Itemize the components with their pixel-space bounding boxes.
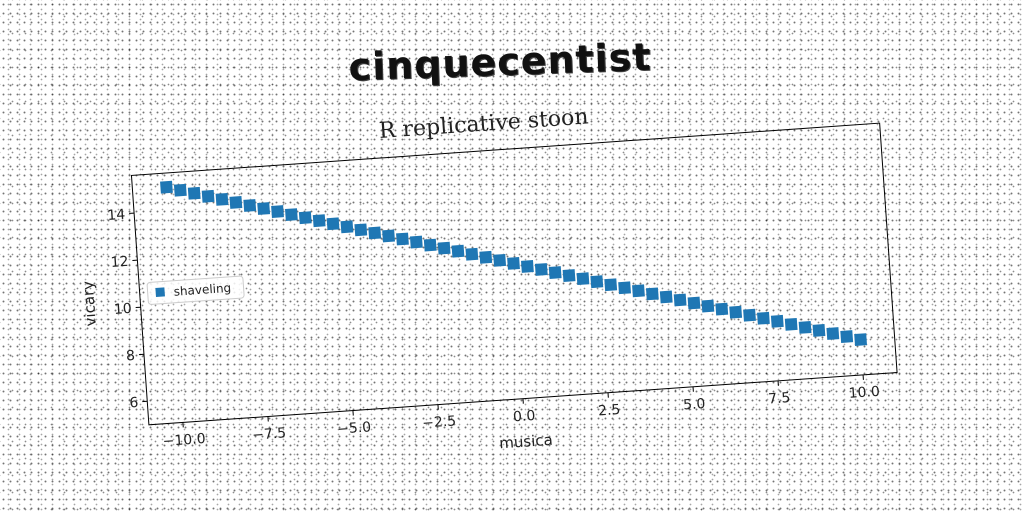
data-point	[410, 236, 423, 249]
data-point	[632, 284, 645, 297]
data-point	[729, 306, 742, 319]
data-point	[299, 211, 312, 224]
data-point	[535, 263, 548, 276]
data-point	[341, 220, 354, 233]
x-tick-label: 0.0	[513, 408, 536, 426]
data-point	[799, 321, 812, 334]
data-point	[493, 254, 506, 267]
data-point	[840, 330, 853, 343]
y-tick-label: 8	[126, 348, 136, 365]
legend-swatch	[155, 287, 165, 297]
data-point	[521, 260, 534, 273]
data-point	[826, 327, 839, 340]
data-point	[660, 291, 673, 304]
data-point	[188, 187, 201, 200]
chart-title: R replicative stoon	[378, 104, 589, 144]
data-point	[785, 318, 798, 331]
y-axis: 6 8 10 12 14	[107, 206, 148, 412]
y-tick-label: 14	[107, 207, 126, 224]
data-point	[452, 245, 465, 258]
data-point	[604, 278, 617, 291]
x-tick-label: 10.0	[848, 384, 880, 402]
data-point	[465, 248, 478, 261]
data-point	[202, 190, 215, 203]
data-point	[424, 239, 437, 252]
y-tick-label: 10	[113, 301, 132, 318]
data-point	[382, 230, 395, 243]
data-point	[243, 199, 256, 212]
data-point	[396, 233, 409, 246]
data-point	[174, 184, 187, 197]
data-point	[160, 181, 173, 194]
data-point	[688, 297, 701, 310]
x-tick-label: −5.0	[337, 419, 372, 437]
y-tick-label: 6	[129, 395, 139, 412]
x-tick-label: −7.5	[252, 425, 287, 443]
data-point	[771, 315, 784, 328]
data-point	[368, 227, 381, 240]
data-point	[757, 312, 770, 325]
x-tick-label: 7.5	[768, 390, 791, 408]
x-tick-label: −2.5	[422, 413, 457, 431]
y-tick-label: 12	[110, 254, 129, 271]
data-point	[549, 266, 562, 279]
data-point	[257, 202, 270, 215]
data-point	[590, 275, 603, 288]
x-tick-label: −10.0	[162, 431, 206, 450]
x-tick-label: 2.5	[598, 402, 621, 420]
data-point	[354, 223, 367, 236]
x-tick-label: 5.0	[683, 396, 706, 414]
y-axis-label: vicary	[79, 280, 100, 327]
data-point	[438, 242, 451, 255]
data-point	[216, 193, 229, 206]
data-point	[701, 300, 714, 313]
data-point	[577, 272, 590, 285]
data-point	[813, 324, 826, 337]
legend: shaveling	[147, 276, 244, 305]
data-point	[507, 257, 520, 270]
series-points	[160, 133, 867, 393]
chart-svg: R replicative stoon −10.0 −7.5 −5.0 −2.5 0.0…	[48, 70, 952, 500]
chart-container: R replicative stoon −10.0 −7.5 −5.0 −2.5 0.0…	[48, 70, 952, 500]
data-point	[854, 333, 867, 346]
data-point	[327, 217, 340, 230]
data-point	[479, 251, 492, 264]
data-point	[563, 269, 576, 282]
data-point	[271, 205, 284, 218]
data-point	[618, 281, 631, 294]
data-point	[313, 214, 326, 227]
data-point	[229, 196, 242, 209]
data-point	[646, 287, 659, 300]
data-point	[285, 208, 298, 221]
plot-frame	[131, 123, 897, 425]
data-point	[743, 309, 756, 322]
data-point	[715, 303, 728, 316]
data-point	[674, 294, 687, 307]
x-axis-label: musica	[499, 431, 554, 453]
